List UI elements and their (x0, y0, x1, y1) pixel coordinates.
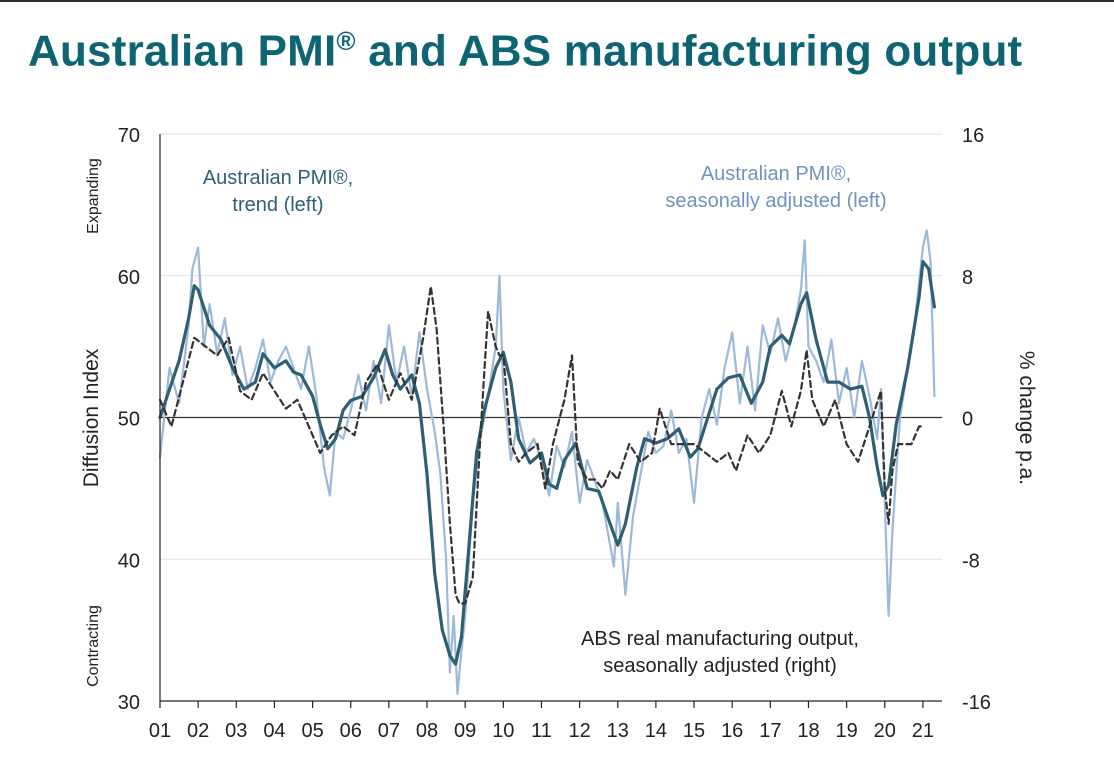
contracting-label: Contracting (85, 605, 102, 687)
annotation-abs-output: ABS real manufacturing output, seasonally… (581, 628, 859, 677)
y-tick-label-right: 0 (962, 409, 973, 431)
x-tick-label: 21 (912, 720, 934, 742)
x-tick-label: 03 (225, 720, 247, 742)
y-tick-label-right: 16 (962, 125, 984, 147)
x-tick-label: 05 (301, 720, 323, 742)
y-tick-label-right: -8 (962, 550, 980, 572)
x-tick-label: 19 (836, 720, 858, 742)
annotation-pmi-trend: Australian PMI®, trend (left) (203, 167, 353, 216)
x-tick-label: 14 (645, 720, 667, 742)
x-tick-label: 02 (187, 720, 209, 742)
gridlines (160, 133, 942, 702)
chart-title: Australian PMI® and ABS manufacturing ou… (28, 26, 1022, 77)
annotation-pmi-seasonally-adjusted: Australian PMI®, seasonally adjusted (lef… (665, 163, 886, 212)
x-tick-label: 07 (378, 720, 400, 742)
x-tick-label: 10 (492, 720, 514, 742)
x-tick-label: 12 (568, 720, 590, 742)
annotation-pmi-seasonally-adjusted-line: Australian PMI®, (701, 163, 851, 185)
axes (159, 134, 942, 708)
top-border (0, 0, 1114, 2)
title-rest: and ABS manufacturing output (368, 26, 1023, 76)
x-tick-label: 18 (797, 720, 819, 742)
x-tick-label: 15 (683, 720, 705, 742)
annotation-abs-output-line: ABS real manufacturing output, (581, 628, 859, 650)
y-axis-title-right: % change p.a. (1015, 351, 1038, 485)
x-tick-label: 06 (340, 720, 362, 742)
x-tick-label: 20 (874, 720, 896, 742)
y-tick-label-left: 60 (118, 267, 140, 289)
y-tick-label-left: 70 (118, 125, 140, 147)
y-tick-label-left: 30 (118, 692, 140, 714)
annotation-abs-output-line: seasonally adjusted (right) (603, 655, 836, 677)
y-tick-label-right: 8 (962, 267, 973, 289)
annotation-pmi-seasonally-adjusted-line: seasonally adjusted (left) (665, 190, 886, 212)
series-line-pmi-seasonally-adjusted (158, 229, 936, 696)
x-tick-label: 09 (454, 720, 476, 742)
x-tick-label: 13 (607, 720, 629, 742)
series-line-abs-output (158, 285, 925, 605)
chart-labels: 70 60 50 40 30 16 8 0 -8 -16 01 02 03 04 05 06 07 08 09 10 1… (80, 125, 1038, 742)
expanding-label: Expanding (85, 158, 102, 234)
series-layer (158, 229, 937, 696)
y-tick-label-right: -16 (962, 692, 991, 714)
y-tick-label-left: 40 (118, 550, 140, 572)
x-tick-label: 11 (531, 720, 552, 742)
x-tick-label: 04 (263, 720, 285, 742)
title-registered-mark: ® (336, 26, 356, 56)
x-tick-label: 01 (149, 720, 171, 742)
x-tick-label: 16 (721, 720, 743, 742)
y-axis-title-left: Diffusion Index (80, 348, 103, 487)
series-line-pmi-trend (158, 260, 937, 666)
y-tick-label-left: 50 (118, 409, 140, 431)
annotation-pmi-trend-line: Australian PMI®, (203, 167, 353, 189)
x-tick-label: 08 (416, 720, 438, 742)
annotation-pmi-trend-line: trend (left) (232, 194, 323, 216)
title-main: Australian PMI (28, 26, 337, 76)
x-tick-label: 17 (759, 720, 781, 742)
